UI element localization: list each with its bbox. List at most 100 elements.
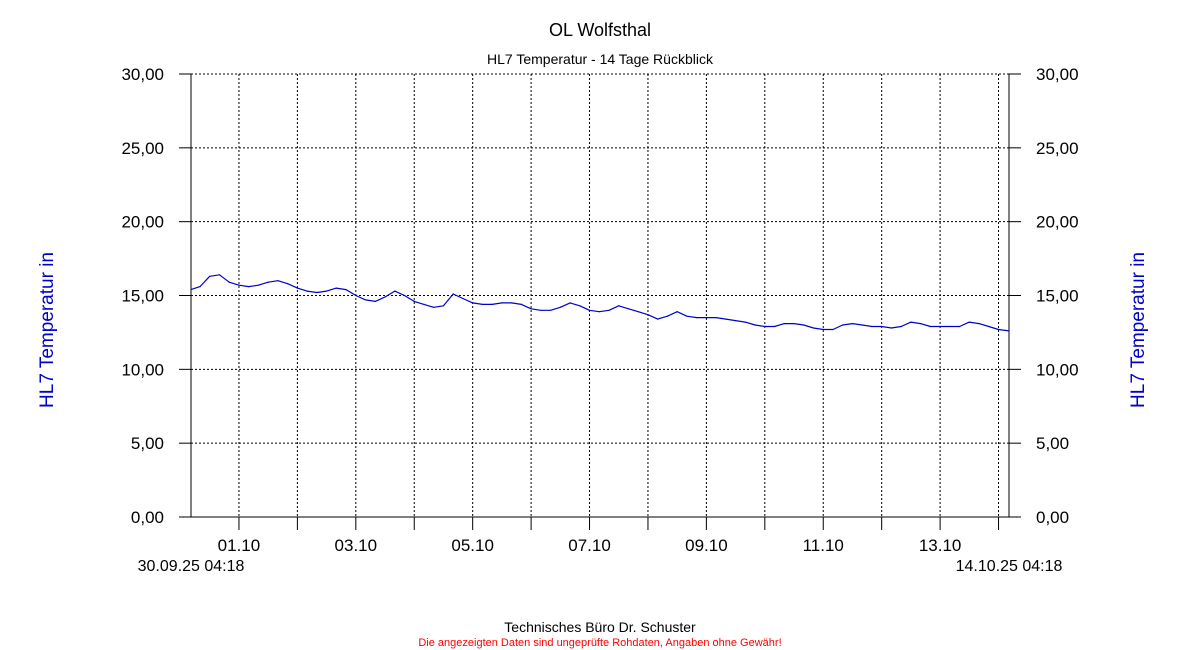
chart-subtitle: HL7 Temperatur - 14 Tage Rückblick bbox=[487, 51, 714, 67]
data-point bbox=[452, 293, 454, 295]
x-tick-label: 03.10 bbox=[335, 536, 378, 555]
data-point bbox=[316, 291, 318, 294]
data-point bbox=[287, 283, 289, 285]
data-point bbox=[812, 327, 815, 329]
data-point bbox=[725, 318, 727, 320]
data-point bbox=[900, 325, 902, 328]
footer-company: Technisches Büro Dr. Schuster bbox=[504, 619, 696, 635]
y-tick-label-left: 0,00 bbox=[131, 508, 164, 527]
data-point bbox=[793, 323, 795, 325]
data-point bbox=[326, 290, 328, 292]
data-point bbox=[218, 274, 221, 276]
data-point bbox=[871, 325, 873, 328]
data-point bbox=[851, 323, 854, 325]
data-point bbox=[209, 275, 211, 277]
data-point bbox=[423, 303, 425, 305]
data-point bbox=[744, 321, 746, 323]
x-tick-label: 09.10 bbox=[685, 536, 728, 555]
data-point bbox=[228, 281, 230, 283]
data-point bbox=[559, 306, 561, 308]
data-point bbox=[978, 323, 980, 325]
data-point bbox=[910, 321, 912, 323]
y-axis-label-right: HL7 Temperatur in bbox=[1128, 252, 1149, 408]
data-point bbox=[997, 328, 1000, 331]
data-point bbox=[481, 303, 483, 305]
axes bbox=[179, 73, 1021, 530]
data-point bbox=[647, 314, 649, 316]
data-point bbox=[618, 305, 620, 307]
data-point bbox=[384, 296, 386, 298]
data-point bbox=[959, 325, 961, 328]
data-point bbox=[199, 286, 201, 288]
data-point bbox=[666, 315, 669, 317]
data-point bbox=[764, 325, 766, 328]
data-point bbox=[277, 280, 279, 282]
data-point bbox=[190, 289, 192, 291]
data-point bbox=[608, 309, 610, 311]
y-tick-label-left: 15,00 bbox=[121, 287, 164, 306]
data-point bbox=[472, 302, 474, 304]
data-point bbox=[627, 308, 630, 310]
y-tick-label-right: 10,00 bbox=[1036, 360, 1079, 379]
data-point bbox=[530, 308, 532, 310]
data-point bbox=[968, 321, 970, 323]
data-point bbox=[491, 303, 493, 305]
data-point bbox=[550, 309, 552, 311]
data-point bbox=[890, 327, 893, 329]
x-end-label: 14.10.25 04:18 bbox=[956, 558, 1063, 575]
y-tick-label-right: 15,00 bbox=[1036, 287, 1079, 306]
data-point bbox=[705, 317, 708, 319]
data-point bbox=[861, 324, 863, 326]
data-point bbox=[345, 289, 347, 291]
data-point bbox=[988, 325, 990, 328]
data-point bbox=[598, 311, 600, 313]
y-tick-label-right: 0,00 bbox=[1036, 508, 1069, 527]
x-tick-label: 05.10 bbox=[451, 536, 494, 555]
data-point bbox=[511, 302, 513, 304]
data-point bbox=[413, 300, 415, 302]
data-point bbox=[394, 290, 396, 292]
data-point bbox=[676, 311, 678, 313]
y-tick-label-left: 25,00 bbox=[121, 139, 164, 158]
data-point bbox=[735, 320, 737, 322]
data-point bbox=[929, 325, 932, 328]
data-point bbox=[335, 287, 337, 289]
data-point bbox=[881, 325, 883, 328]
data-point bbox=[715, 317, 717, 319]
data-point bbox=[296, 287, 298, 289]
data-point bbox=[939, 325, 941, 328]
data-point bbox=[433, 306, 435, 308]
data-point bbox=[520, 303, 523, 305]
data-point bbox=[540, 309, 542, 311]
data-point bbox=[365, 299, 367, 301]
data-point bbox=[696, 317, 698, 319]
y-tick-label-left: 30,00 bbox=[121, 65, 164, 84]
y-tick-label-right: 25,00 bbox=[1036, 139, 1079, 158]
data-point bbox=[442, 305, 445, 307]
y-tick-label-right: 30,00 bbox=[1036, 65, 1079, 84]
data-point bbox=[1008, 330, 1010, 332]
data-point bbox=[238, 284, 240, 286]
x-tick-labels: 01.10 03.10 05.10 07.10 09.10 11.10 13.10 bbox=[218, 536, 962, 555]
data-point bbox=[501, 302, 503, 304]
data-point bbox=[920, 323, 922, 325]
y-tick-label-right: 20,00 bbox=[1036, 213, 1079, 232]
data-point bbox=[949, 325, 951, 328]
data-point bbox=[248, 286, 250, 288]
data-point bbox=[842, 324, 844, 326]
footer-disclaimer: Die angezeigten Daten sind ungeprüfte Ro… bbox=[418, 637, 781, 649]
y-axis-label-left: HL7 Temperatur in bbox=[37, 252, 58, 408]
y-tick-label-left: 5,00 bbox=[131, 434, 164, 453]
data-point bbox=[403, 294, 406, 297]
data-point bbox=[257, 284, 259, 286]
data-point bbox=[462, 297, 464, 300]
data-point bbox=[588, 309, 591, 311]
data-point bbox=[569, 302, 571, 304]
y-tick-label-left: 20,00 bbox=[121, 213, 164, 232]
x-tick-label: 11.10 bbox=[803, 536, 844, 555]
data-point bbox=[637, 311, 639, 313]
chart-title: OL Wolfsthal bbox=[549, 20, 651, 40]
data-point bbox=[803, 324, 805, 326]
y-tick-labels: 0,00 0,00 5,00 5,00 10,00 10,00 15,00 15,00 20,0… bbox=[121, 65, 1078, 527]
